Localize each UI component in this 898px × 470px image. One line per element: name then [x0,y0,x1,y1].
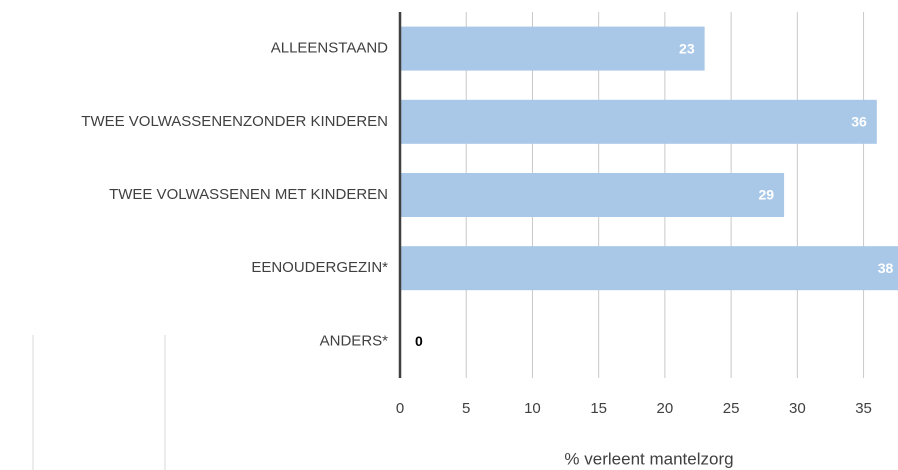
y-tick-label: TWEE VOLWASSENENZONDER KINDEREN [81,113,388,130]
x-tick-label: 20 [657,400,674,417]
bar [400,99,877,144]
x-tick-label: 15 [590,400,607,417]
x-tick-label: 30 [789,400,806,417]
x-tick-label: 35 [855,400,872,417]
value-label: 38 [878,260,894,276]
bar [400,173,785,217]
y-tick-label: ANDERS* [320,332,389,349]
x-axis-title: % verleent mantelzorg [564,449,733,468]
x-tick-label: 0 [396,400,404,417]
bar [400,26,705,71]
y-tick-label: EENOUDERGEZIN* [251,259,388,276]
y-tick-label: ALLEENSTAAND [271,40,388,57]
bar [400,246,898,291]
x-tick-label: 10 [524,400,541,417]
x-tick-label: 25 [723,400,740,417]
value-label: 0 [415,333,423,349]
x-tick-label: 5 [462,400,470,417]
value-label: 23 [679,40,695,56]
y-tick-label: TWEE VOLWASSENEN MET KINDEREN [109,186,388,203]
value-label: 36 [851,114,867,130]
value-label: 29 [759,187,775,203]
